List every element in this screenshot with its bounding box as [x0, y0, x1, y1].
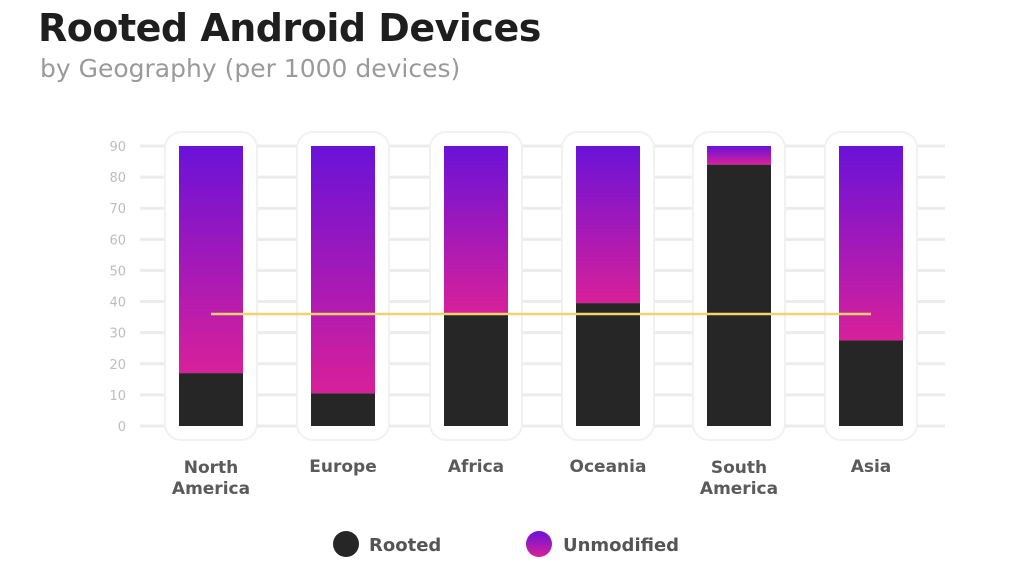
y-tick-label: 90	[109, 140, 126, 155]
bar-unmodified	[707, 146, 771, 165]
x-category-label: South America	[700, 458, 778, 499]
y-tick-label: 40	[109, 296, 126, 311]
bar-unmodified	[444, 146, 508, 314]
x-category-label: Oceania	[570, 457, 647, 477]
bar-rooted	[839, 340, 903, 426]
legend-unmodified-label: Unmodified	[563, 535, 679, 556]
bar-rooted	[179, 373, 243, 426]
y-tick-label: 50	[109, 264, 126, 279]
legend-unmodified-swatch	[526, 531, 552, 557]
y-tick-label: 70	[109, 202, 126, 217]
bar-rooted	[576, 303, 640, 426]
bar-rooted	[444, 314, 508, 426]
legend-rooted-label: Rooted	[369, 535, 441, 556]
y-tick-label: 10	[109, 389, 126, 404]
bar-rooted	[311, 393, 375, 426]
x-category-label: North America	[172, 458, 250, 499]
legend-rooted-swatch	[333, 531, 359, 557]
y-tick-label: 80	[109, 171, 126, 186]
bar-rooted	[707, 164, 771, 426]
y-tick-label: 0	[118, 420, 126, 435]
chart-title: Rooted Android Devices	[38, 6, 541, 50]
y-tick-label: 60	[109, 233, 126, 248]
bar-unmodified	[179, 146, 243, 374]
x-category-label: Asia	[851, 457, 892, 477]
bar-unmodified	[311, 146, 375, 394]
x-category-label: Africa	[448, 457, 504, 477]
bar-unmodified	[839, 146, 903, 341]
bar-unmodified	[576, 146, 640, 304]
y-tick-label: 30	[109, 327, 126, 342]
x-category-label: Europe	[309, 457, 376, 477]
y-tick-label: 20	[109, 358, 126, 373]
chart-subtitle: by Geography (per 1000 devices)	[40, 54, 461, 83]
